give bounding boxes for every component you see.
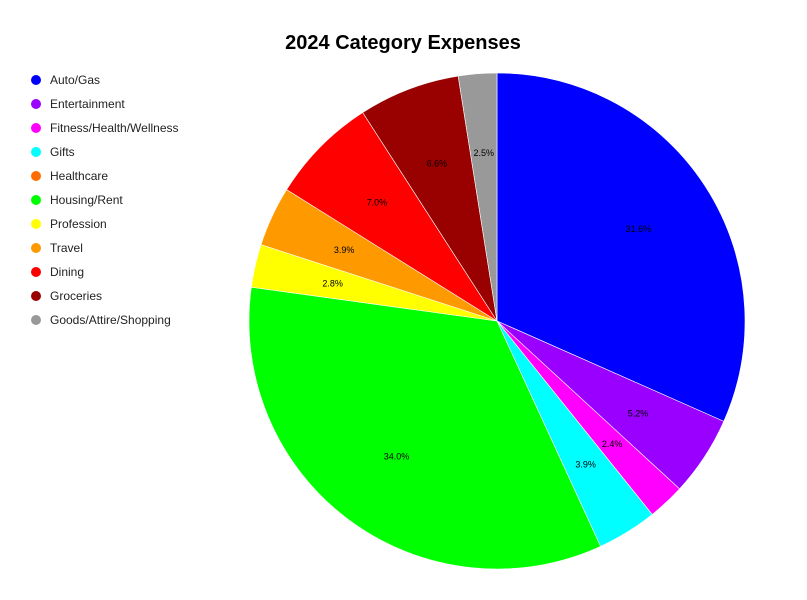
pie-slice — [286, 112, 498, 322]
pie-slice — [496, 72, 746, 422]
legend-label: Fitness/Health/Wellness — [50, 121, 179, 135]
legend-item: Dining — [31, 265, 84, 279]
legend-label: Housing/Rent — [50, 193, 123, 207]
legend-marker — [31, 171, 41, 181]
legend-marker — [31, 75, 41, 85]
legend-item: Auto/Gas — [31, 73, 100, 87]
pie-slice-label: 2.4% — [602, 439, 623, 449]
legend-marker — [31, 219, 41, 229]
legend-marker — [31, 195, 41, 205]
legend-label: Groceries — [50, 289, 102, 303]
pie-slice — [248, 286, 601, 570]
legend: Auto/Gas Entertainment Fitness/Health/Well… — [31, 73, 179, 327]
pie-slice-label: 7.0% — [367, 198, 388, 208]
pie-slice — [457, 72, 498, 322]
legend-label: Auto/Gas — [50, 73, 100, 87]
legend-marker — [31, 123, 41, 133]
legend-marker — [31, 99, 41, 109]
legend-label: Profession — [50, 217, 107, 231]
legend-item: Housing/Rent — [31, 193, 123, 207]
pie-slice-label: 5.2% — [628, 408, 649, 418]
legend-item: Goods/Attire/Shopping — [31, 313, 171, 327]
pie-slice-label: 2.5% — [474, 148, 495, 158]
legend-label: Healthcare — [50, 169, 108, 183]
legend-item: Entertainment — [31, 97, 125, 111]
pie-slices — [248, 72, 746, 570]
legend-item: Travel — [31, 241, 83, 255]
legend-marker — [31, 147, 41, 157]
pie-slice-labels: 31.6% 5.2% 2.4% 3.9% 34.0% 2.8% 3.9% 7.0% 6.6% 2.… — [322, 148, 651, 470]
pie-slice-label: 3.9% — [575, 459, 596, 469]
legend-label: Gifts — [50, 145, 75, 159]
legend-label: Dining — [50, 265, 84, 279]
pie-slice-label: 2.8% — [322, 278, 343, 288]
legend-item: Groceries — [31, 289, 102, 303]
legend-item: Profession — [31, 217, 107, 231]
legend-item: Gifts — [31, 145, 75, 159]
pie-slice-label: 3.9% — [334, 245, 355, 255]
legend-marker — [31, 291, 41, 301]
chart-title: 2024 Category Expenses — [285, 32, 521, 54]
pie-slice-label: 34.0% — [384, 451, 410, 461]
legend-item: Fitness/Health/Wellness — [31, 121, 179, 135]
pie-slice-label: 6.6% — [427, 158, 448, 168]
legend-label: Entertainment — [50, 97, 125, 111]
legend-marker — [31, 315, 41, 325]
legend-label: Goods/Attire/Shopping — [50, 313, 171, 327]
legend-label: Travel — [50, 241, 83, 255]
pie-slice-label: 31.6% — [626, 224, 652, 234]
legend-marker — [31, 243, 41, 253]
legend-item: Healthcare — [31, 169, 108, 183]
legend-marker — [31, 267, 41, 277]
